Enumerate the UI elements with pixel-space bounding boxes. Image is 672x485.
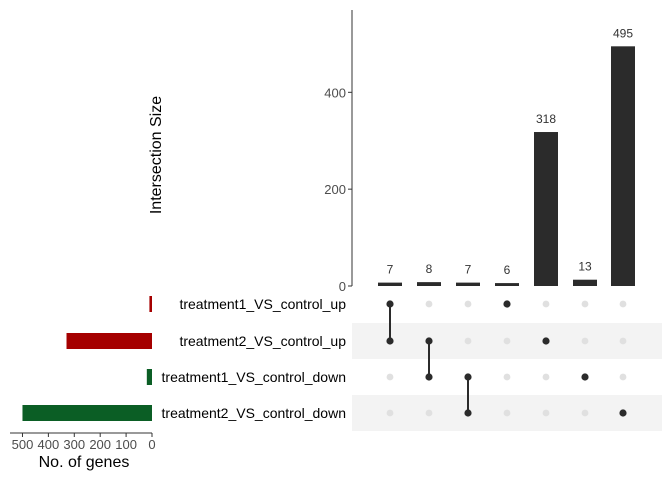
set-size-axis: 500 400 300 200 100 0 — [10, 432, 156, 452]
intersection-bar-label: 495 — [613, 26, 633, 40]
matrix-dot-inactive — [386, 373, 394, 381]
matrix-dot-active — [464, 373, 472, 381]
intersection-axis-tick-label: 400 — [324, 85, 346, 100]
matrix-dot-inactive — [503, 409, 511, 417]
matrix-dot-inactive — [503, 373, 511, 381]
set-name-label: treatment2_VS_control_up — [179, 333, 346, 349]
intersection-size-axis: 0 200 400 — [324, 10, 353, 294]
set-size-axis-title: No. of genes — [39, 454, 130, 471]
matrix-dot-inactive — [581, 337, 589, 345]
matrix-dot-inactive — [464, 337, 472, 345]
intersection-bar-label: 318 — [536, 112, 556, 126]
matrix-dot-inactive — [619, 300, 627, 308]
set-size-bar — [149, 296, 152, 312]
set-axis-tick-label: 500 — [12, 437, 34, 452]
intersection-bar-label: 7 — [465, 263, 472, 277]
intersection-bar — [417, 282, 441, 286]
set-name-label: treatment2_VS_control_down — [162, 405, 346, 421]
matrix-dot-active — [619, 409, 627, 417]
matrix-dot-inactive — [581, 409, 589, 417]
intersection-bar-label: 6 — [504, 263, 511, 277]
intersection-bar-label: 8 — [426, 262, 433, 276]
matrix-dot-inactive — [503, 337, 511, 345]
intersection-size-axis-title: Intersection Size — [148, 96, 165, 214]
matrix-dot-active — [542, 337, 550, 345]
intersection-bar — [611, 46, 635, 286]
set-axis-tick-label: 200 — [89, 437, 111, 452]
matrix-dot-active — [386, 337, 394, 345]
intersection-bar — [456, 282, 480, 286]
matrix-dot-inactive — [464, 300, 472, 308]
matrix-dot-active — [425, 373, 433, 381]
matrix-dot-inactive — [619, 337, 627, 345]
matrix-dot-inactive — [542, 300, 550, 308]
set-name-label: treatment1_VS_control_down — [162, 369, 346, 385]
set-axis-tick-label: 0 — [148, 437, 155, 452]
set-size-bar — [66, 333, 152, 349]
intersection-bar — [378, 282, 402, 286]
set-size-bars — [22, 296, 152, 421]
matrix-dot-active — [386, 300, 394, 308]
matrix-dot-inactive — [581, 300, 589, 308]
set-axis-tick-label: 400 — [38, 437, 60, 452]
intersection-matrix — [386, 300, 627, 417]
matrix-dot-inactive — [619, 373, 627, 381]
matrix-dot-inactive — [425, 409, 433, 417]
set-name-labels: treatment1_VS_control_up treatment2_VS_co… — [162, 296, 347, 421]
matrix-dot-active — [464, 409, 472, 417]
matrix-dot-inactive — [542, 409, 550, 417]
matrix-dot-active — [425, 337, 433, 345]
set-name-label: treatment1_VS_control_up — [179, 296, 346, 312]
matrix-dot-active — [503, 300, 511, 308]
matrix-dot-inactive — [542, 373, 550, 381]
intersection-bar — [573, 279, 597, 286]
matrix-dot-inactive — [425, 300, 433, 308]
intersection-axis-tick-label: 0 — [339, 279, 346, 294]
intersection-bars: 7 8 7 6 318 13 495 — [378, 26, 635, 286]
intersection-axis-tick-label: 200 — [324, 182, 346, 197]
intersection-bar-label: 7 — [387, 263, 394, 277]
intersection-bar-label: 13 — [578, 260, 592, 274]
set-size-bar — [146, 369, 152, 385]
set-axis-tick-label: 300 — [63, 437, 85, 452]
set-axis-tick-label: 100 — [115, 437, 137, 452]
matrix-dot-active — [581, 373, 589, 381]
intersection-bar — [534, 132, 558, 286]
matrix-dot-inactive — [386, 409, 394, 417]
intersection-bar — [495, 283, 519, 286]
set-size-bar — [22, 405, 152, 421]
